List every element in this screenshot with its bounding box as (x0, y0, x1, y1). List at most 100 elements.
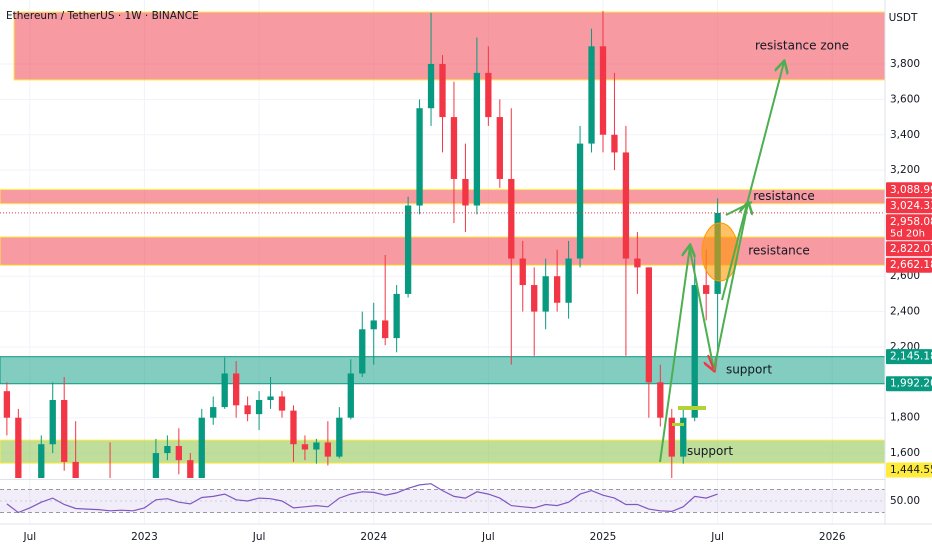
candle-body (553, 276, 561, 303)
x-tick-label: Jul (710, 531, 724, 543)
price-label: 3,024.33 (890, 200, 932, 212)
candle-body (404, 205, 412, 294)
candle-body (439, 64, 446, 118)
zone-label: resistance (753, 189, 815, 203)
y-tick-label: 1,800 (890, 412, 920, 424)
zone (0, 189, 885, 205)
zone-label: support (687, 444, 733, 458)
candle-body (508, 178, 515, 259)
candle-body (588, 46, 595, 144)
candle-body (61, 400, 68, 462)
arrow (725, 201, 753, 216)
candle-body (324, 442, 332, 457)
rsi-tick-label: 50.00 (890, 495, 920, 507)
candle-body (164, 445, 171, 454)
price-label-box (886, 198, 932, 214)
candle-body (152, 453, 160, 478)
price-axis (885, 0, 932, 550)
candle-body (382, 320, 389, 339)
zone (13, 11, 885, 81)
y-tick-label: 2,400 (890, 306, 920, 318)
arrow (689, 249, 715, 371)
price-label-box (886, 257, 932, 273)
candle-body (187, 460, 194, 478)
drawing-layer (659, 62, 784, 463)
candle-body (267, 396, 274, 401)
zone (0, 439, 885, 464)
candle-body (301, 444, 309, 450)
y-tick-label: 3,800 (890, 58, 920, 70)
y-tick-label: 1,600 (890, 447, 920, 459)
marker-bar (672, 423, 684, 426)
candle-body (49, 400, 56, 445)
countdown-label: 5d 20h (890, 228, 925, 239)
candle-body (210, 407, 217, 418)
x-tick-label: Jul (252, 531, 266, 543)
candle-body (565, 258, 572, 303)
price-label: 1,444.55 (890, 464, 932, 476)
candle-body (198, 417, 205, 478)
candle-body (485, 72, 492, 118)
arrow (721, 62, 784, 301)
zone-label: resistance zone (755, 38, 849, 52)
highlight-ellipse (701, 222, 739, 282)
y-tick-label: 3,200 (890, 164, 920, 176)
candle-body (255, 400, 263, 415)
rsi-layer (0, 483, 885, 514)
rsi-line (6, 483, 718, 514)
candle-body (416, 108, 423, 206)
candle-body (347, 373, 354, 418)
candle-body (542, 276, 549, 312)
price-label-box (886, 462, 932, 478)
candle-body (175, 445, 182, 461)
candle-body (359, 329, 366, 374)
y-tick-label: 3,600 (890, 93, 920, 105)
y-tick-label: 2,600 (890, 270, 920, 282)
price-label-box (886, 214, 932, 241)
candle-body (531, 285, 538, 312)
price-label-box (886, 182, 932, 198)
candle-body (622, 152, 630, 259)
x-tick-label: 2026 (819, 531, 846, 543)
x-tick-label: 2023 (131, 531, 158, 543)
candle-body (38, 444, 45, 478)
marker-bar (678, 406, 706, 410)
price-label: 2,958.08 (890, 216, 932, 228)
price-label: 2,145.18 (890, 351, 932, 363)
candle-body (519, 258, 526, 286)
price-label: 2,662.18 (890, 259, 932, 271)
arrow (659, 246, 690, 463)
candle-body (703, 285, 710, 294)
candle-body (15, 417, 22, 478)
price-label-box (886, 376, 932, 392)
candle-body (496, 117, 503, 179)
candle-body (244, 405, 251, 415)
zone-label: resistance (748, 244, 810, 258)
candle-body (370, 320, 377, 330)
price-label: 1,992.20 (890, 378, 932, 390)
chart-title: Ethereum / TetherUS · 1W · BINANCE (6, 10, 199, 22)
candle-body (313, 442, 320, 450)
price-label: 3,088.99 (890, 184, 932, 196)
zone (0, 356, 885, 385)
zone-label: support (726, 363, 772, 377)
rsi-band (0, 489, 885, 513)
candle-body (233, 373, 240, 406)
axis-layer: Jul 2023 Jul 2024 Jul 2025 Jul 2026 1,600 1,800 2,… (22, 58, 932, 543)
arrow-head (708, 354, 714, 370)
pane-separator (0, 479, 885, 480)
x-tick-label: Jul (22, 531, 36, 543)
candle-body (668, 417, 675, 457)
candle-body (450, 117, 458, 179)
price-label: 2,822.07 (890, 243, 932, 255)
candle-body (393, 293, 400, 339)
candle-body (462, 178, 469, 206)
candle-body (290, 410, 297, 445)
candle-body (278, 396, 286, 411)
candle-body (72, 461, 79, 478)
candle-body (3, 391, 11, 418)
candle-body (473, 72, 481, 206)
candle-body (657, 382, 664, 418)
